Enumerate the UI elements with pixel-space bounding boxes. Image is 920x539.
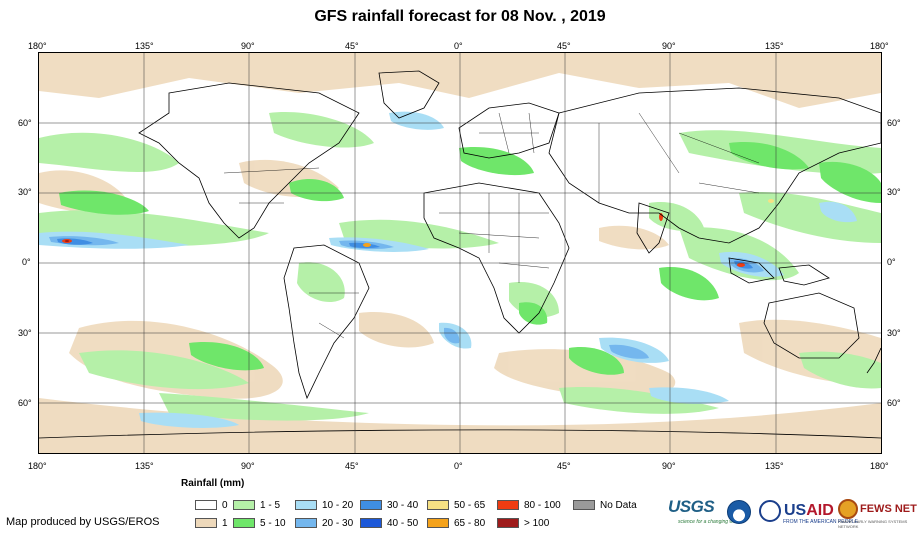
lat-tick-left: 0° — [22, 257, 31, 267]
legend-item: 40 - 50 — [360, 517, 418, 529]
legend-label: 40 - 50 — [387, 517, 419, 529]
lat-tick-left: 60° — [18, 118, 32, 128]
fews-globe-icon — [838, 499, 858, 519]
lon-tick-bottom: 135° — [135, 461, 154, 471]
legend-label: 1 - 5 — [260, 499, 281, 511]
lat-tick-right: 30° — [887, 328, 901, 338]
lat-tick-left: 30° — [18, 187, 32, 197]
legend-item: No Data — [573, 499, 637, 511]
legend-label: > 100 — [524, 517, 550, 529]
legend-swatch — [233, 500, 255, 510]
lon-tick-top: 180° — [28, 41, 47, 51]
legend-swatch — [360, 500, 382, 510]
legend-swatch — [195, 518, 217, 528]
usaid-seal-icon — [759, 500, 781, 522]
legend-label: 65 - 80 — [454, 517, 486, 529]
legend-item: 65 - 80 — [427, 517, 485, 529]
legend-item: 50 - 65 — [427, 499, 485, 511]
fews-net-logo: FEWS NET — [838, 499, 917, 519]
usaid-logo: USAID — [759, 500, 834, 522]
lon-tick-bottom: 135° — [765, 461, 784, 471]
legend-item: 1 — [195, 517, 228, 529]
legend-label: 30 - 40 — [387, 499, 419, 511]
lon-tick-bottom: 90° — [241, 461, 255, 471]
legend-label: 50 - 65 — [454, 499, 486, 511]
lon-tick-top: 90° — [241, 41, 255, 51]
usgs-tagline: science for a changing world — [678, 519, 742, 525]
usgs-logo-text: USGS — [668, 497, 715, 516]
lon-tick-bottom: 0° — [454, 461, 463, 471]
legend-swatch — [573, 500, 595, 510]
legend-swatch — [195, 500, 217, 510]
legend-swatch — [295, 518, 317, 528]
lon-tick-bottom: 180° — [870, 461, 889, 471]
country-borders — [223, 112, 760, 339]
lat-tick-left: 60° — [18, 398, 32, 408]
lon-tick-bottom: 180° — [28, 461, 47, 471]
legend-item: 5 - 10 — [233, 517, 286, 529]
map-title: GFS rainfall forecast for 08 Nov. , 2019 — [314, 8, 606, 25]
legend-swatch — [233, 518, 255, 528]
legend-item: > 100 — [497, 517, 549, 529]
legend-swatch — [427, 500, 449, 510]
lon-tick-top: 45° — [345, 41, 359, 51]
rainfall-map-graphic — [39, 53, 881, 453]
legend-label: 10 - 20 — [322, 499, 354, 511]
lon-tick-top: 0° — [454, 41, 463, 51]
legend-label: 5 - 10 — [260, 517, 286, 529]
legend-swatch — [360, 518, 382, 528]
lat-tick-right: 60° — [887, 398, 901, 408]
legend-label: 1 — [222, 517, 228, 529]
lat-tick-left: 30° — [18, 328, 32, 338]
legend-item: 10 - 20 — [295, 499, 353, 511]
usaid-logo-text: USAID — [784, 502, 834, 519]
legend-item: 1 - 5 — [233, 499, 280, 511]
map-credit: Map produced by USGS/EROS — [6, 516, 160, 528]
lon-tick-bottom: 90° — [662, 461, 676, 471]
legend-item: 30 - 40 — [360, 499, 418, 511]
lon-tick-top: 90° — [662, 41, 676, 51]
legend-title: Rainfall (mm) — [181, 478, 245, 489]
lat-tick-right: 30° — [887, 187, 901, 197]
lon-tick-top: 180° — [870, 41, 889, 51]
fews-tagline: FAMINE EARLY WARNING SYSTEMS NETWORK — [838, 519, 908, 529]
lon-tick-top: 135° — [135, 41, 154, 51]
rainfall-map — [38, 52, 882, 454]
legend-label: 20 - 30 — [322, 517, 354, 529]
legend-label: 0 — [222, 499, 228, 511]
noaa-logo — [727, 500, 751, 524]
lon-tick-top: 45° — [557, 41, 571, 51]
usgs-logo: USGS — [668, 497, 715, 517]
legend-item: 0 — [195, 499, 228, 511]
legend-swatch — [295, 500, 317, 510]
legend-swatch — [427, 518, 449, 528]
graticule — [39, 53, 881, 453]
usaid-tagline: FROM THE AMERICAN PEOPLE — [783, 519, 858, 525]
legend-item: 80 - 100 — [497, 499, 561, 511]
rain-5-10mm-layer — [59, 142, 881, 375]
lon-tick-bottom: 45° — [345, 461, 359, 471]
legend-label: 80 - 100 — [524, 499, 561, 511]
legend-swatch — [497, 518, 519, 528]
legend-item: 20 - 30 — [295, 517, 353, 529]
legend-swatch — [497, 500, 519, 510]
fews-logo-text: FEWS NET — [860, 503, 917, 515]
lat-tick-right: 0° — [887, 257, 896, 267]
lon-tick-top: 135° — [765, 41, 784, 51]
lat-tick-right: 60° — [887, 118, 901, 128]
noaa-icon — [727, 500, 751, 524]
legend-label: No Data — [600, 499, 637, 511]
lon-tick-bottom: 45° — [557, 461, 571, 471]
